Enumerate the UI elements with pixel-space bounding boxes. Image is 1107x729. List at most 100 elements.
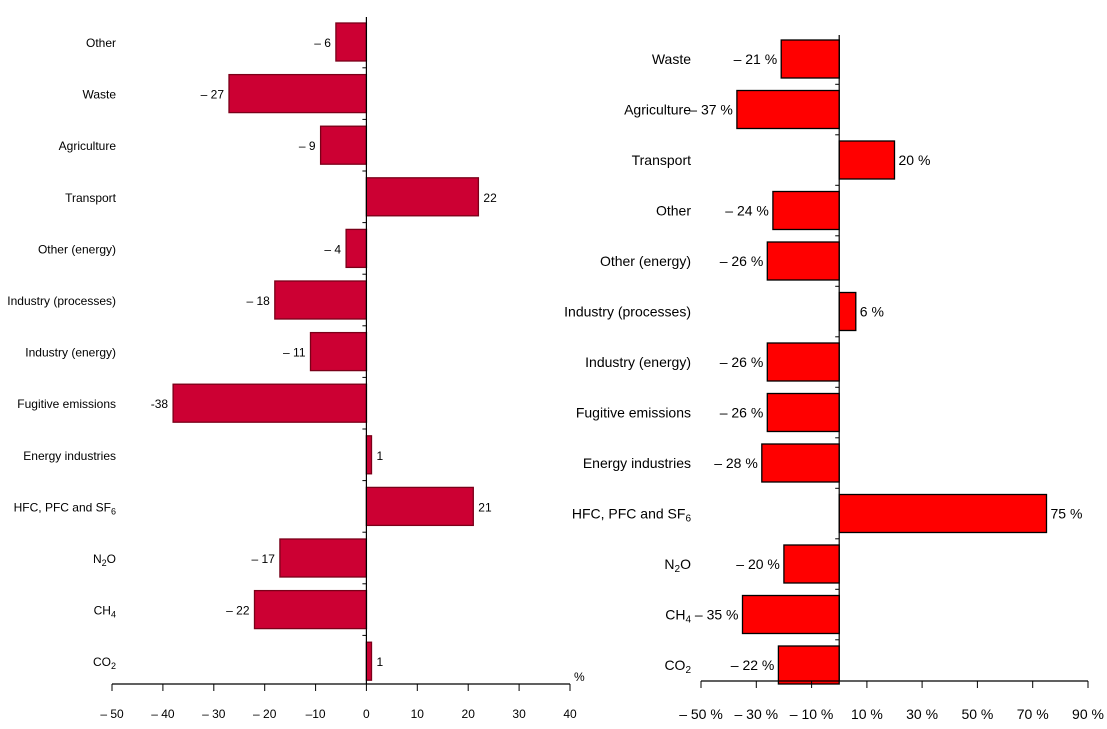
bar-left-other <box>335 22 368 62</box>
data-label-right-agriculture: – 37 % <box>689 102 733 118</box>
data-label-right-waste: – 21 % <box>734 51 778 67</box>
bar-left-waste <box>228 73 368 114</box>
category-label-right-energy-industries: Energy industries <box>583 455 691 471</box>
bar-right-fugitive-emissions <box>766 392 840 433</box>
bar-right-agriculture <box>736 89 840 130</box>
bar-left-industry-energy <box>309 331 368 372</box>
x-tick-label-left: 40 <box>563 707 577 721</box>
x-tick-label-right: – 10 % <box>790 706 834 722</box>
data-label-right-ch4: – 35 % <box>695 607 739 623</box>
category-label-left-fugitive-emissions: Fugitive emissions <box>17 397 116 411</box>
category-label-left-other-energy: Other (energy) <box>38 242 116 256</box>
category-label-left-hfc-pfc-and-sf6: HFC, PFC and SF6 <box>14 500 116 516</box>
x-tick-label-left: – 40 <box>151 707 175 721</box>
x-tick-label-right: 90 % <box>1072 706 1104 722</box>
x-tick-label-left: 10 <box>411 707 425 721</box>
x-tick-label-right: 30 % <box>906 706 938 722</box>
data-label-right-hfc-pfc-and-sf6: 75 % <box>1051 506 1083 522</box>
category-label-right-transport: Transport <box>632 152 692 168</box>
category-label-left-co2: CO2 <box>93 655 116 671</box>
data-label-right-transport: 20 % <box>899 152 931 168</box>
bar-right-industry-energy <box>766 342 840 382</box>
bar-right-ch4 <box>741 594 840 635</box>
bar-right-industry-processes <box>838 291 857 332</box>
x-tick-label-right: – 50 % <box>679 706 723 722</box>
bar-right-co2 <box>777 645 840 685</box>
data-label-right-energy-industries: – 28 % <box>714 455 758 471</box>
x-tick-label-left: 30 <box>512 707 526 721</box>
bar-right-transport <box>838 140 896 180</box>
x-tick-label-left: – 50 <box>100 707 124 721</box>
bar-right-other-energy <box>766 241 840 281</box>
data-label-left-waste: – 27 <box>201 88 225 102</box>
x-tick-label-right: 50 % <box>961 706 993 722</box>
category-label-right-n2o: N2O <box>664 556 691 575</box>
category-label-right-co2: CO2 <box>664 657 691 676</box>
data-label-left-transport: 22 <box>483 191 497 205</box>
bar-left-energy-industries <box>365 435 373 475</box>
category-label-left-energy-industries: Energy industries <box>23 449 116 463</box>
bar-left-ch4 <box>253 589 368 630</box>
category-label-left-other: Other <box>86 36 116 50</box>
category-label-left-industry-processes: Industry (processes) <box>7 294 116 308</box>
data-label-left-fugitive-emissions: -38 <box>151 397 169 411</box>
category-label-right-agriculture: Agriculture <box>624 102 691 118</box>
bar-left-transport <box>365 177 480 217</box>
category-label-right-ch4: CH4 <box>665 607 691 626</box>
x-tick-label-left: – 20 <box>253 707 277 721</box>
bar-left-agriculture <box>319 125 368 165</box>
data-label-left-hfc-pfc-and-sf6: 21 <box>478 500 492 514</box>
bar-left-industry-processes <box>274 280 368 320</box>
data-label-left-other-energy: – 4 <box>324 242 341 256</box>
bar-right-energy-industries <box>761 443 840 483</box>
data-label-right-other-energy: – 26 % <box>720 253 764 269</box>
bar-right-n2o <box>783 544 840 584</box>
data-label-left-energy-industries: 1 <box>377 449 384 463</box>
x-tick-label-right: 70 % <box>1017 706 1049 722</box>
category-label-right-industry-processes: Industry (processes) <box>564 304 691 320</box>
x-tick-label-right: – 30 % <box>735 706 779 722</box>
data-label-right-co2: – 22 % <box>731 657 775 673</box>
data-label-right-industry-processes: 6 % <box>860 304 884 320</box>
bar-left-n2o <box>279 538 368 578</box>
category-label-left-agriculture: Agriculture <box>59 139 117 153</box>
data-label-right-industry-energy: – 26 % <box>720 354 764 370</box>
data-label-left-industry-processes: – 18 <box>246 294 270 308</box>
bar-left-fugitive-emissions <box>172 383 368 423</box>
category-label-right-industry-energy: Industry (energy) <box>585 354 691 370</box>
x-tick-label-right: 10 % <box>851 706 883 722</box>
data-label-right-fugitive-emissions: – 26 % <box>720 405 764 421</box>
bar-left-hfc-pfc-and-sf6 <box>365 486 474 527</box>
chart-panel-right: – 21 % Waste – 37 %Agriculture 20 % Transpor… <box>564 35 1104 722</box>
x-tick-label-left: 0 <box>363 707 370 721</box>
bar-left-other-energy <box>345 228 368 269</box>
category-label-right-fugitive-emissions: Fugitive emissions <box>576 405 691 421</box>
category-label-right-hfc-pfc-and-sf6: HFC, PFC and SF6 <box>572 506 692 525</box>
category-label-left-transport: Transport <box>65 191 117 205</box>
data-label-left-agriculture: – 9 <box>299 139 316 153</box>
data-label-left-co2: 1 <box>377 655 384 669</box>
data-label-left-n2o: – 17 <box>252 552 276 566</box>
bar-right-waste <box>780 39 840 79</box>
bar-right-other <box>772 190 840 231</box>
category-label-left-ch4: CH4 <box>94 604 116 620</box>
category-label-left-waste: Waste <box>82 88 116 102</box>
data-label-left-industry-energy: – 11 <box>283 346 306 360</box>
x-tick-label-left: – 30 <box>202 707 226 721</box>
category-label-right-other: Other <box>656 203 691 219</box>
unit-label-left: % <box>574 670 585 684</box>
category-label-left-n2o: N2O <box>93 552 116 568</box>
data-label-left-ch4: – 22 <box>226 604 250 618</box>
category-label-right-waste: Waste <box>652 51 691 67</box>
x-tick-label-left: 20 <box>462 707 476 721</box>
chart-panel-left: – 6 Other – 27 Waste – 9 Agriculture 22 Transpo… <box>7 17 585 721</box>
category-label-right-other-energy: Other (energy) <box>600 253 691 269</box>
category-label-left-industry-energy: Industry (energy) <box>25 346 116 360</box>
x-tick-label-left: –10 <box>306 707 326 721</box>
bar-left-co2 <box>365 641 373 681</box>
data-label-right-n2o: – 20 % <box>736 556 780 572</box>
data-label-left-other: – 6 <box>314 36 331 50</box>
data-label-right-other: – 24 % <box>725 203 769 219</box>
